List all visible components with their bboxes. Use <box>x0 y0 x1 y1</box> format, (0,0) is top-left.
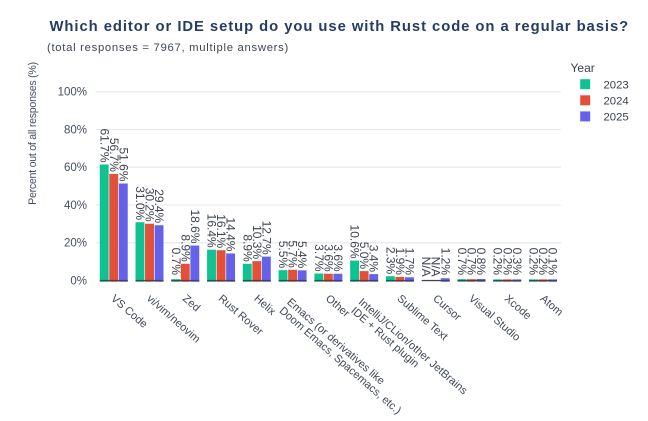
svg-text:0.2%: 0.2% <box>500 248 514 276</box>
svg-text:14.4%: 14.4% <box>224 217 238 251</box>
svg-text:61.7%: 61.7% <box>97 128 111 162</box>
svg-text:56.7%: 56.7% <box>107 138 121 172</box>
svg-text:N/A: N/A <box>419 257 433 277</box>
svg-text:0.3%: 0.3% <box>510 248 524 276</box>
svg-text:Helix: Helix <box>252 293 279 318</box>
svg-text:1.7%: 1.7% <box>402 248 416 276</box>
svg-text:3.7%: 3.7% <box>312 244 326 272</box>
svg-text:0.2%: 0.2% <box>536 248 550 276</box>
svg-text:3.4%: 3.4% <box>367 245 381 273</box>
svg-text:31.0%: 31.0% <box>133 186 147 220</box>
svg-text:3.6%: 3.6% <box>331 244 345 272</box>
svg-text:0.1%: 0.1% <box>546 248 560 276</box>
svg-text:2023: 2023 <box>604 79 629 91</box>
svg-text:100%: 100% <box>58 87 87 99</box>
svg-text:Other: Other <box>323 293 352 320</box>
svg-text:18.6%: 18.6% <box>188 209 202 243</box>
svg-text:Percent out of all responses (: Percent out of all responses (%) <box>27 62 39 205</box>
svg-text:8.9%: 8.9% <box>240 234 254 262</box>
svg-text:N/A: N/A <box>429 257 443 277</box>
svg-text:3.6%: 3.6% <box>321 244 335 272</box>
svg-text:VS Code: VS Code <box>108 293 149 331</box>
svg-text:0.7%: 0.7% <box>169 248 183 276</box>
svg-text:Cursor: Cursor <box>430 293 463 324</box>
svg-text:51.6%: 51.6% <box>116 147 130 181</box>
svg-text:29.4%: 29.4% <box>152 189 166 223</box>
svg-text:10.3%: 10.3% <box>250 225 264 259</box>
svg-text:Xcode: Xcode <box>502 293 533 323</box>
svg-text:Year: Year <box>571 61 595 75</box>
svg-text:1.2%: 1.2% <box>438 248 452 276</box>
svg-text:20%: 20% <box>64 238 87 250</box>
svg-text:0.7%: 0.7% <box>455 248 469 276</box>
svg-text:12.7%: 12.7% <box>259 221 273 255</box>
svg-text:0.2%: 0.2% <box>526 248 540 276</box>
svg-text:2024: 2024 <box>604 96 629 108</box>
svg-text:8.9%: 8.9% <box>178 234 192 262</box>
svg-text:60%: 60% <box>64 162 87 174</box>
svg-text:5.0%: 5.0% <box>357 242 371 270</box>
svg-text:16.1%: 16.1% <box>214 214 228 248</box>
svg-text:80%: 80% <box>64 124 87 136</box>
svg-text:5.5%: 5.5% <box>276 241 290 269</box>
svg-text:10.6%: 10.6% <box>348 225 362 259</box>
svg-text:0.2%: 0.2% <box>491 248 505 276</box>
svg-text:0.7%: 0.7% <box>464 248 478 276</box>
svg-text:40%: 40% <box>64 200 87 212</box>
svg-text:16.4%: 16.4% <box>205 214 219 248</box>
svg-text:Zed: Zed <box>180 293 202 315</box>
svg-text:1.9%: 1.9% <box>393 248 407 276</box>
svg-text:2.3%: 2.3% <box>383 247 397 275</box>
svg-text:2025: 2025 <box>604 112 629 124</box>
svg-text:5.7%: 5.7% <box>286 240 300 268</box>
svg-text:0%: 0% <box>70 275 87 287</box>
svg-text:30.2%: 30.2% <box>143 188 157 222</box>
svg-text:5.4%: 5.4% <box>295 241 309 269</box>
svg-text:0.8%: 0.8% <box>474 248 488 276</box>
svg-text:Atom: Atom <box>538 293 565 319</box>
